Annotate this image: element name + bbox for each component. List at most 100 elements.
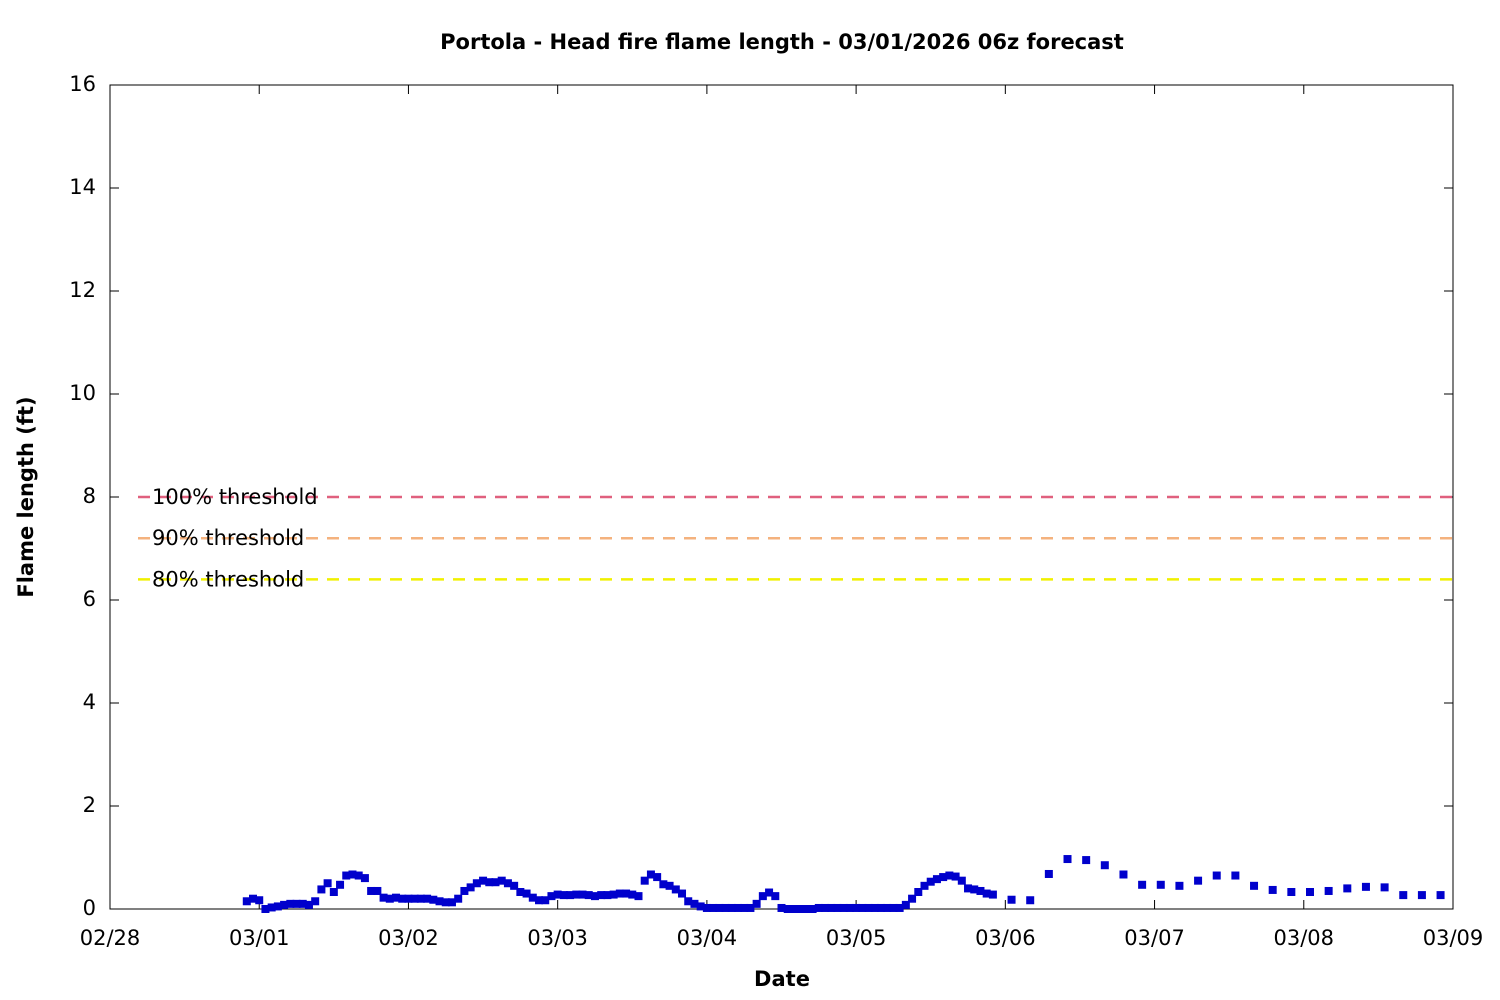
data-point xyxy=(261,905,270,913)
data-point xyxy=(876,903,885,912)
data-point xyxy=(392,893,401,902)
data-point xyxy=(367,886,376,895)
data-point xyxy=(827,903,836,912)
data-point xyxy=(342,871,351,880)
data-point xyxy=(491,878,500,887)
data-point xyxy=(559,891,568,900)
data-point xyxy=(541,896,550,905)
data-point xyxy=(304,900,313,909)
data-point xyxy=(1250,881,1259,890)
data-point xyxy=(771,892,780,901)
data-point xyxy=(671,885,680,894)
threshold-label: 80% threshold xyxy=(152,567,304,591)
data-point xyxy=(758,892,767,901)
data-point xyxy=(280,900,289,909)
data-point xyxy=(566,891,575,900)
data-point xyxy=(1175,881,1184,890)
data-point xyxy=(479,876,488,885)
data-point xyxy=(932,875,941,884)
data-point xyxy=(354,871,363,880)
data-point xyxy=(572,890,581,899)
data-point xyxy=(939,873,948,882)
data-point xyxy=(578,890,587,899)
data-point xyxy=(678,889,687,898)
y-tick-label: 16 xyxy=(69,72,96,96)
data-point xyxy=(622,889,631,898)
data-point xyxy=(1343,884,1352,893)
data-point xyxy=(1268,885,1277,894)
data-point xyxy=(590,892,599,901)
data-point xyxy=(1026,896,1035,905)
data-point xyxy=(864,903,873,912)
data-point xyxy=(503,879,512,888)
y-tick-label: 8 xyxy=(83,484,96,508)
data-point xyxy=(889,903,898,912)
data-point xyxy=(746,903,755,912)
data-point xyxy=(1138,880,1147,889)
data-point xyxy=(908,894,917,903)
data-point xyxy=(796,905,805,913)
data-point xyxy=(404,894,413,903)
data-point xyxy=(435,897,444,906)
data-point xyxy=(646,870,655,879)
data-point xyxy=(242,897,251,906)
y-tick-label: 0 xyxy=(83,896,96,920)
data-point xyxy=(901,900,910,909)
data-point xyxy=(360,874,369,883)
data-point xyxy=(1324,886,1333,895)
data-point xyxy=(920,881,929,890)
data-point xyxy=(609,890,618,899)
data-point xyxy=(709,903,718,912)
x-tick-label: 03/01 xyxy=(229,926,290,950)
data-point xyxy=(1436,891,1445,900)
x-tick-label: 03/08 xyxy=(1274,926,1335,950)
data-point xyxy=(690,899,699,908)
data-point xyxy=(833,903,842,912)
data-point xyxy=(547,892,556,901)
data-point xyxy=(870,903,879,912)
x-tick-label: 03/03 xyxy=(527,926,588,950)
data-point xyxy=(715,903,724,912)
data-point xyxy=(1156,880,1165,889)
data-point xyxy=(821,903,830,912)
data-point xyxy=(1119,870,1128,879)
data-point xyxy=(497,876,506,885)
threshold-label: 100% threshold xyxy=(152,485,318,509)
data-point xyxy=(914,888,923,897)
data-point xyxy=(603,891,612,900)
data-point xyxy=(839,903,848,912)
data-point xyxy=(522,889,531,898)
data-point xyxy=(1399,891,1408,900)
data-point xyxy=(410,894,419,903)
y-axis-label: Flame length (ft) xyxy=(14,396,38,597)
data-point xyxy=(447,898,456,907)
data-point xyxy=(416,894,425,903)
data-point xyxy=(441,898,450,907)
data-point xyxy=(1305,888,1314,897)
data-point xyxy=(323,879,332,888)
x-tick-label: 03/05 xyxy=(826,926,887,950)
data-point xyxy=(348,870,357,879)
data-point xyxy=(535,896,544,905)
data-point xyxy=(640,876,649,885)
data-point xyxy=(286,899,295,908)
y-tick-label: 12 xyxy=(69,278,96,302)
data-point xyxy=(852,903,861,912)
data-point xyxy=(311,897,320,906)
data-point xyxy=(267,903,276,912)
data-point xyxy=(789,905,798,913)
data-point xyxy=(1007,895,1016,904)
data-point xyxy=(460,886,469,895)
data-point xyxy=(883,903,892,912)
data-point xyxy=(317,885,326,894)
data-point xyxy=(255,896,264,905)
data-point xyxy=(727,903,736,912)
data-point xyxy=(926,877,935,886)
data-point xyxy=(1231,871,1240,880)
data-point xyxy=(373,886,382,895)
data-point xyxy=(988,890,997,899)
data-point xyxy=(584,891,593,900)
data-point xyxy=(957,876,966,885)
data-point xyxy=(733,903,742,912)
